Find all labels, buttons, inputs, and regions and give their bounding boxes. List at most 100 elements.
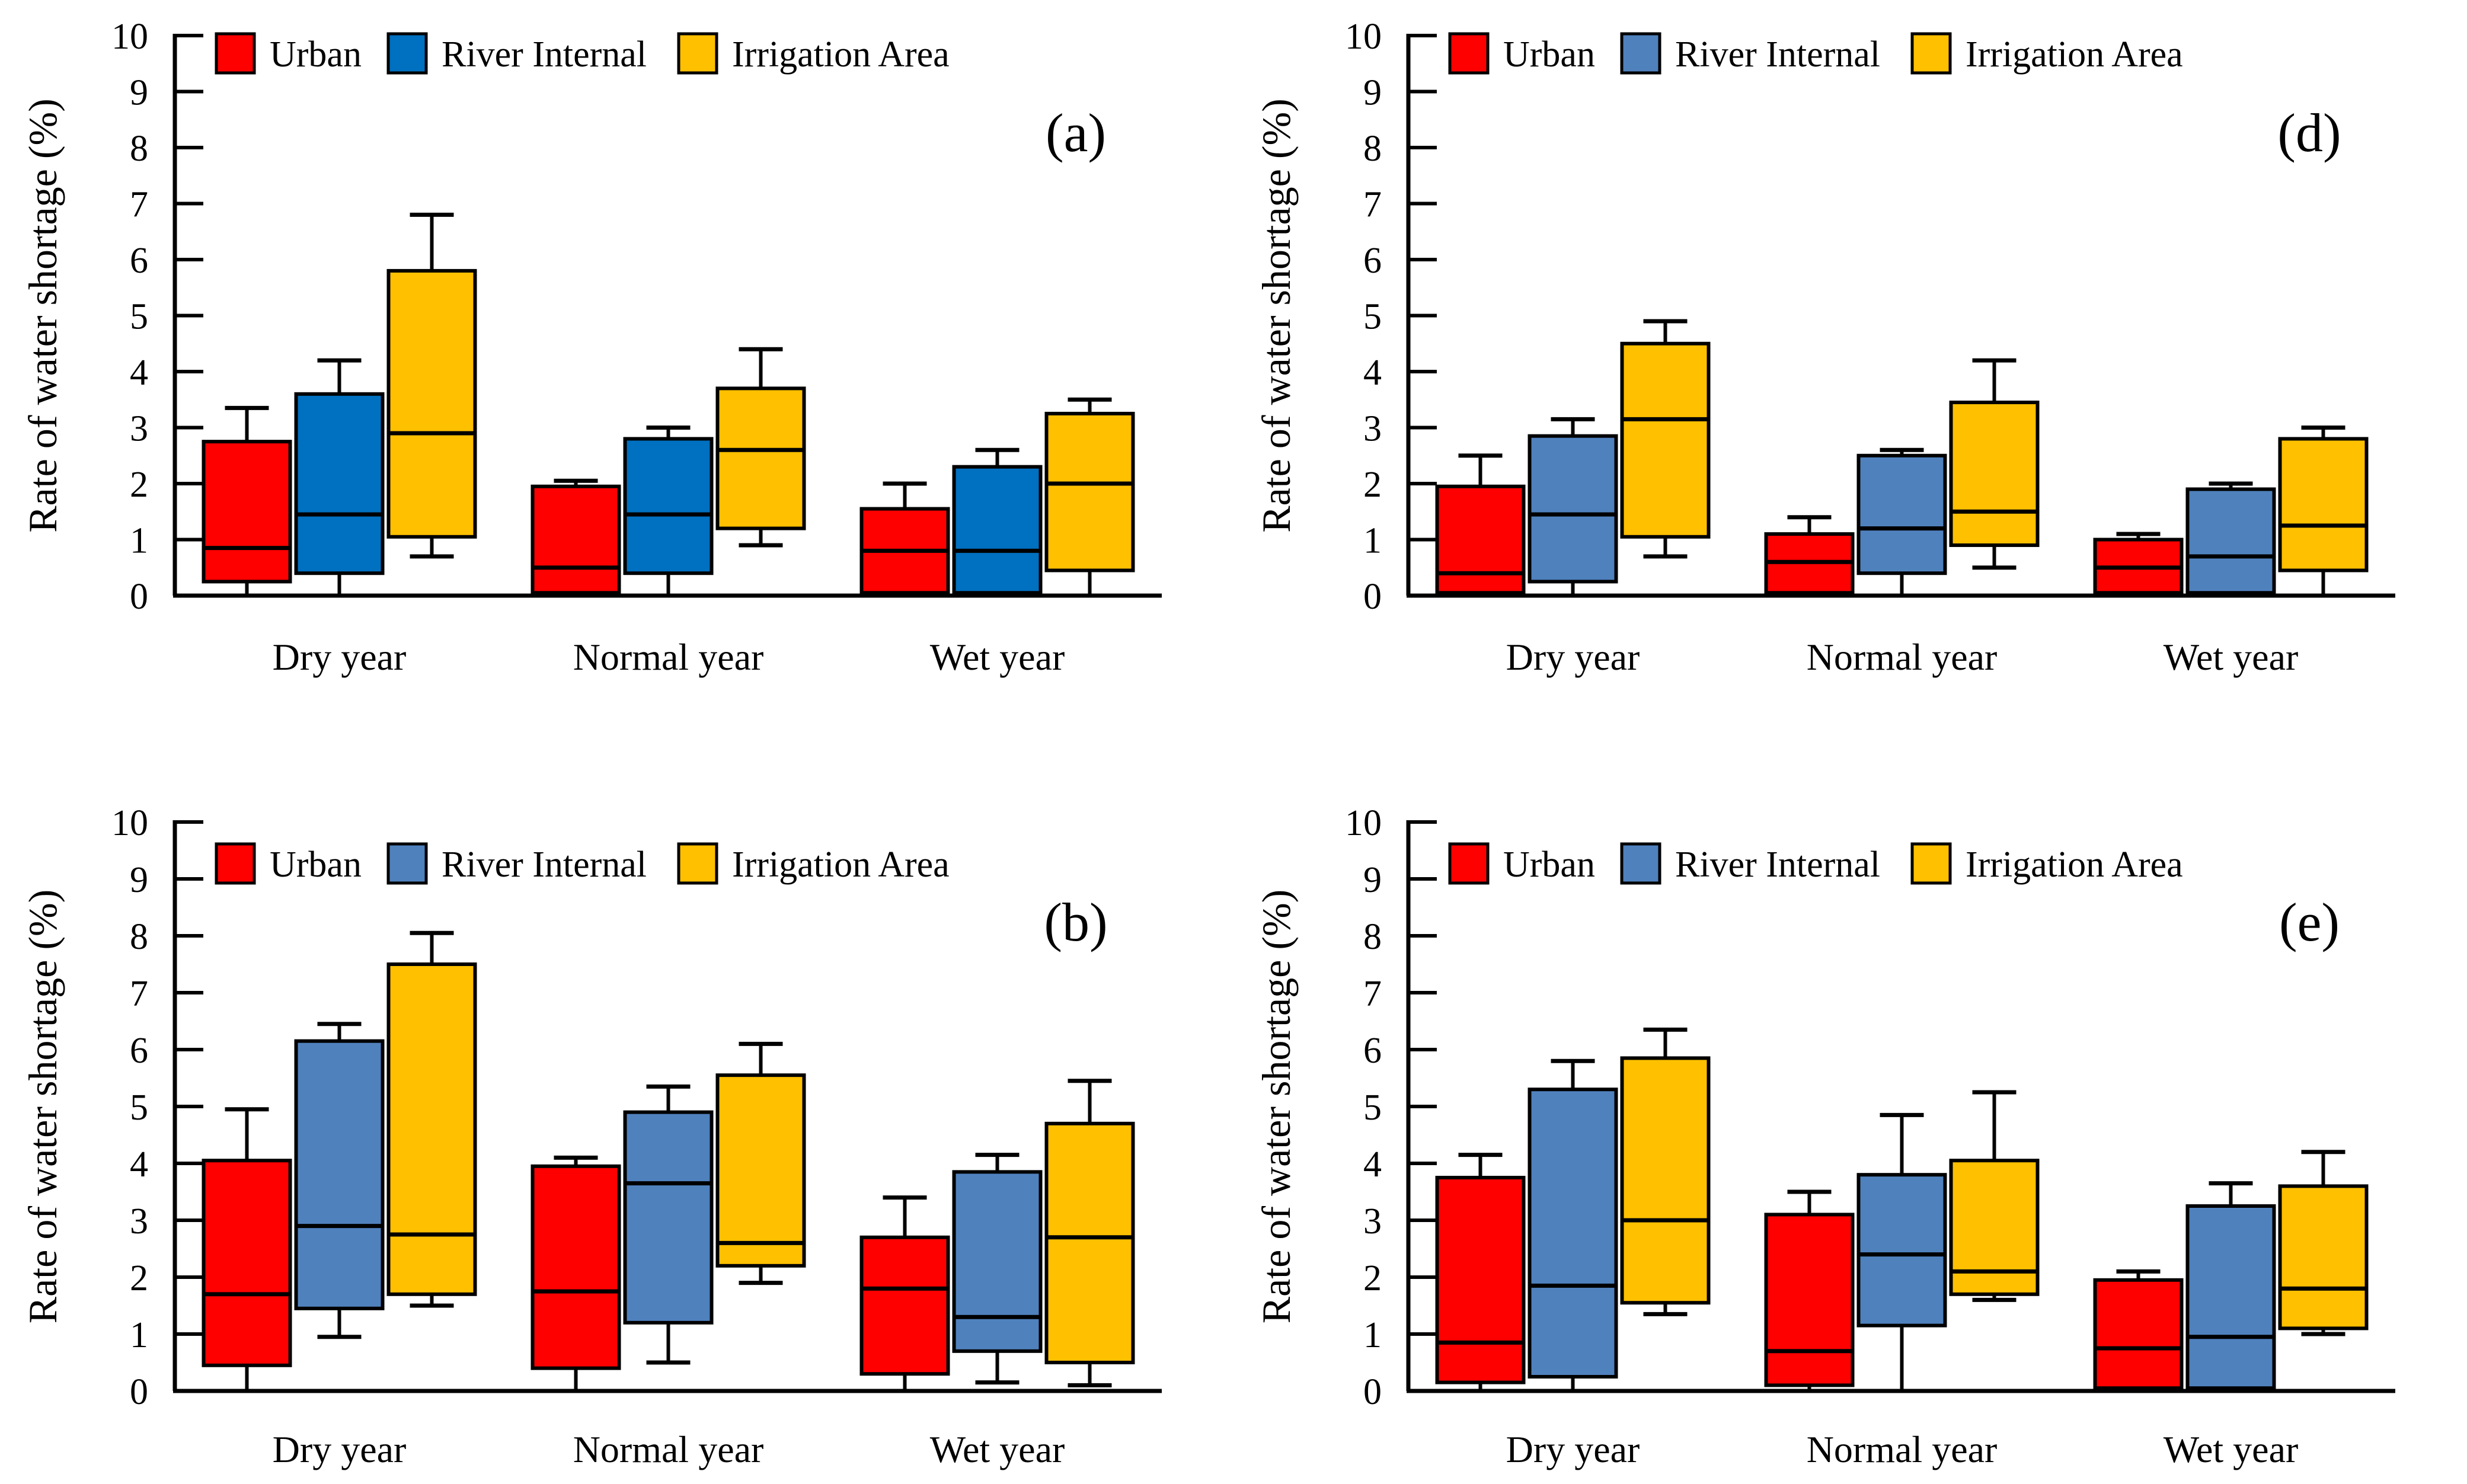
x-category-label-d-dry-year: Dry year: [1506, 636, 1640, 678]
box-river-internal-wet-year-d: [2185, 487, 2276, 595]
x-category-label-a-dry-year: Dry year: [273, 636, 407, 678]
y-tick-label-a-10: 10: [111, 17, 148, 57]
y-tick-label-b-1: 1: [130, 1315, 148, 1355]
y-tick-label-d-4: 4: [1363, 353, 1382, 393]
y-tick-label-a-0: 0: [130, 577, 148, 617]
box-urban-dry-year-e: [1435, 1176, 1526, 1384]
box-irrigation-area-dry-year-e: [1620, 1056, 1711, 1305]
y-tick-label-e-10: 10: [1345, 803, 1382, 843]
legend-label-irrigation-area-d: Irrigation Area: [1966, 34, 2183, 75]
legend-swatch-river-internal-a: [386, 32, 428, 75]
box-river-internal-wet-year-e: [2185, 1204, 2276, 1390]
y-tick-label-a-3: 3: [130, 409, 148, 449]
panel-a: 0 1 2 3 4 5 6 7 8 9 10 Rate of water shortage (%) Ur…: [0, 0, 1234, 742]
y-tick-label-d-10: 10: [1345, 17, 1382, 57]
y-tick-label-a-2: 2: [130, 465, 148, 505]
y-tick-label-e-9: 9: [1363, 860, 1382, 900]
x-category-label-e-normal-year: Normal year: [1807, 1428, 1998, 1470]
box-irrigation-area-normal-year-e: [1949, 1159, 2040, 1296]
y-tick-label-e-7: 7: [1363, 974, 1382, 1014]
y-tick-label-b-7: 7: [130, 974, 148, 1014]
box-irrigation-area-wet-year-d: [2278, 437, 2369, 573]
legend-label-urban-b: Urban: [270, 845, 362, 885]
chart-a: 0 1 2 3 4 5 6 7 8 9 10 Rate of water shortage (%) Ur…: [20, 17, 1162, 678]
y-tick-label-e-1: 1: [1363, 1315, 1382, 1355]
box-irrigation-area-normal-year-d: [1949, 400, 2040, 547]
chart-b: 0 1 2 3 4 5 6 7 8 9 10 Rate of water shortage (%) Ur…: [20, 803, 1162, 1470]
box-river-internal-dry-year-d: [1528, 434, 1618, 584]
y-tick-label-b-4: 4: [130, 1144, 148, 1185]
box-irrigation-area-normal-year-b: [715, 1073, 806, 1268]
y-tick-label-e-5: 5: [1363, 1088, 1382, 1128]
y-axis-title-e: Rate of water shortage (%): [1254, 890, 1299, 1324]
x-category-label-b-wet-year: Wet year: [930, 1428, 1065, 1470]
y-tick-label-a-1: 1: [130, 521, 148, 561]
legend-swatch-urban-d: [1448, 32, 1490, 75]
box-river-internal-wet-year-a: [952, 465, 1043, 595]
y-tick-label-b-9: 9: [130, 860, 148, 900]
y-tick-label-d-5: 5: [1363, 297, 1382, 337]
x-category-label-b-normal-year: Normal year: [573, 1428, 764, 1470]
box-urban-normal-year-e: [1764, 1213, 1855, 1387]
panel-letter-a: (a): [1046, 103, 1106, 163]
box-irrigation-area-normal-year-a: [715, 386, 806, 530]
y-tick-label-b-3: 3: [130, 1201, 148, 1242]
legend-label-urban-d: Urban: [1503, 34, 1595, 75]
legend-swatch-irrigation-area-d: [1910, 32, 1952, 75]
box-river-internal-normal-year-d: [1856, 453, 1947, 575]
x-category-label-e-dry-year: Dry year: [1506, 1428, 1640, 1470]
legend-label-urban-e: Urban: [1503, 845, 1595, 885]
legend-swatch-urban-a: [215, 32, 256, 75]
y-tick-label-b-0: 0: [130, 1372, 148, 1412]
y-tick-label-d-7: 7: [1363, 185, 1382, 225]
box-urban-dry-year-b: [202, 1159, 292, 1367]
panel-e: 0 1 2 3 4 5 6 7 8 9 10 Rate of water shortage (%) Ur…: [1234, 742, 2467, 1484]
box-river-internal-dry-year-e: [1528, 1088, 1618, 1379]
panel-d: 0 1 2 3 4 5 6 7 8 9 10 Rate of water shortage (%) Ur…: [1234, 0, 2467, 742]
y-tick-label-e-4: 4: [1363, 1144, 1382, 1185]
box-river-internal-dry-year-a: [294, 392, 385, 575]
y-tick-label-b-8: 8: [130, 917, 148, 957]
legend-swatch-irrigation-area-e: [1910, 842, 1952, 885]
y-tick-label-d-8: 8: [1363, 129, 1382, 169]
legend-label-river-internal-a: River Internal: [442, 34, 647, 75]
y-tick-label-d-9: 9: [1363, 73, 1382, 113]
legend-swatch-irrigation-area-a: [677, 32, 718, 75]
legend-swatch-river-internal-b: [386, 842, 428, 885]
y-tick-label-d-6: 6: [1363, 241, 1382, 281]
y-tick-label-b-10: 10: [111, 803, 148, 843]
chart-d: 0 1 2 3 4 5 6 7 8 9 10 Rate of water shortage (%) Ur…: [1254, 17, 2395, 678]
y-tick-label-a-4: 4: [130, 353, 148, 393]
x-category-label-e-wet-year: Wet year: [2164, 1428, 2299, 1470]
panel-letter-b: (b): [1044, 892, 1107, 952]
box-irrigation-area-dry-year-a: [386, 268, 477, 539]
box-river-internal-dry-year-b: [294, 1039, 385, 1310]
legend-swatch-irrigation-area-b: [677, 842, 718, 885]
panel-letter-e: (e): [2279, 892, 2340, 952]
legend-label-urban-a: Urban: [270, 34, 362, 75]
box-river-internal-normal-year-e: [1856, 1173, 1947, 1328]
y-tick-label-b-2: 2: [130, 1258, 148, 1298]
y-tick-label-d-3: 3: [1363, 409, 1382, 449]
legend-label-river-internal-e: River Internal: [1675, 845, 1880, 885]
x-category-label-a-wet-year: Wet year: [930, 636, 1065, 678]
x-category-label-d-normal-year: Normal year: [1807, 636, 1998, 678]
y-tick-label-a-5: 5: [130, 297, 148, 337]
x-category-label-b-dry-year: Dry year: [273, 1428, 407, 1470]
y-tick-label-a-9: 9: [130, 73, 148, 113]
legend-label-irrigation-area-e: Irrigation Area: [1966, 845, 2183, 885]
box-irrigation-area-wet-year-e: [2278, 1184, 2369, 1331]
box-river-internal-wet-year-b: [952, 1170, 1043, 1353]
legend-swatch-river-internal-d: [1620, 32, 1661, 75]
legend-label-river-internal-d: River Internal: [1675, 34, 1880, 75]
legend-swatch-urban-b: [215, 842, 256, 885]
y-tick-label-b-5: 5: [130, 1088, 148, 1128]
legend-swatch-urban-e: [1448, 842, 1490, 885]
chart-e: 0 1 2 3 4 5 6 7 8 9 10 Rate of water shortage (%) Ur…: [1254, 803, 2395, 1470]
box-urban-normal-year-b: [531, 1164, 621, 1370]
x-category-label-d-wet-year: Wet year: [2164, 636, 2299, 678]
y-tick-label-d-0: 0: [1363, 577, 1382, 617]
box-urban-wet-year-b: [859, 1235, 950, 1376]
box-irrigation-area-dry-year-b: [386, 962, 477, 1296]
